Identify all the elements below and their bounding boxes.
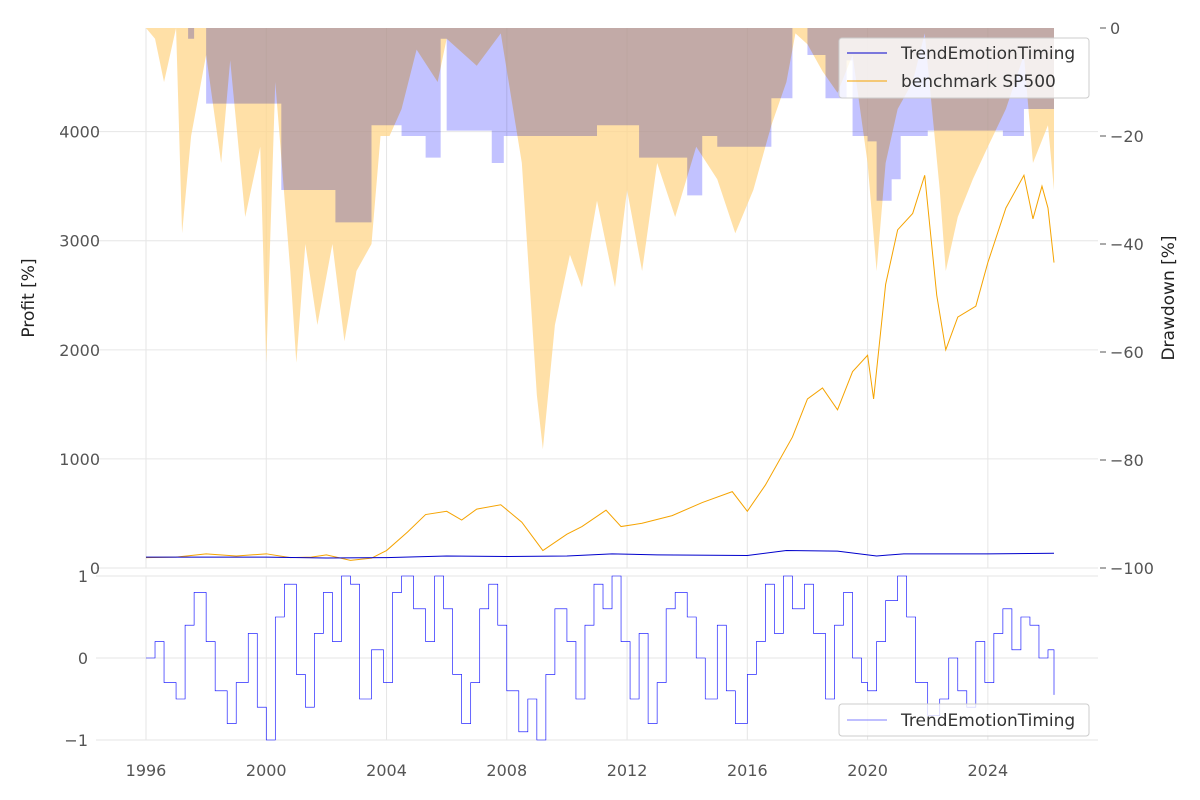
top-legend-box [838, 37, 1090, 99]
year-tick-label: 2000 [246, 761, 287, 780]
drawdown-areas [146, 28, 1054, 450]
profit-tick-label: 4000 [59, 123, 100, 142]
profit-tick-label: 2000 [59, 341, 100, 360]
year-tick-label: 1996 [126, 761, 167, 780]
profit-tick-label: 1000 [59, 450, 100, 469]
drawdown-tick-label: −80 [1110, 451, 1144, 470]
drawdown-tick-label: −40 [1110, 235, 1144, 254]
signal-lines [146, 575, 1055, 741]
legend-label-trend: TrendEmotionTiming [900, 44, 1075, 64]
strategy-line [146, 550, 1055, 559]
drawdown-tick-label: −60 [1110, 343, 1144, 362]
bottom-legend: TrendEmotionTiming [838, 703, 1090, 737]
bottom-legend-box [838, 703, 1090, 737]
year-tick-label: 2008 [486, 761, 527, 780]
signal-y-ticks: −1 0 1 [64, 567, 88, 750]
profit-axis-label: Profit [%] [19, 258, 39, 337]
signal-tick-label: −1 [64, 731, 88, 750]
drawdown-axis-label: Drawdown [%] [1159, 235, 1179, 360]
signal-line [146, 575, 1055, 741]
profit-tick-label: 0 [90, 559, 100, 578]
year-tick-label: 2004 [366, 761, 407, 780]
drawdown-tick-label: 0 [1110, 19, 1120, 38]
year-tick-label: 2012 [607, 761, 648, 780]
strategy-drawdown-area [146, 28, 1054, 223]
benchmark-line [145, 173, 1055, 561]
profit-lines [145, 173, 1055, 561]
drawdown-y-ticks: 0 −20 −40 −60 −80 −100 [1100, 19, 1154, 578]
year-tick-label: 2016 [727, 761, 768, 780]
benchmark-drawdown-area [146, 28, 1054, 450]
x-axis-ticks: 1996 2000 2004 2008 2012 2016 2020 2024 [126, 761, 1009, 780]
legend-label-signal: TrendEmotionTiming [900, 711, 1075, 731]
year-tick-label: 2024 [967, 761, 1008, 780]
top-legend: TrendEmotionTiming benchmark SP500 [838, 37, 1090, 99]
signal-tick-label: 0 [78, 649, 88, 668]
profit-y-ticks: 0 1000 2000 3000 4000 [59, 123, 100, 578]
drawdown-tick-label: −100 [1110, 559, 1154, 578]
signal-tick-label: 1 [78, 567, 88, 586]
year-tick-label: 2020 [847, 761, 888, 780]
profit-tick-label: 3000 [59, 232, 100, 251]
drawdown-tick-label: −20 [1110, 127, 1144, 146]
legend-label-benchmark: benchmark SP500 [901, 72, 1056, 92]
